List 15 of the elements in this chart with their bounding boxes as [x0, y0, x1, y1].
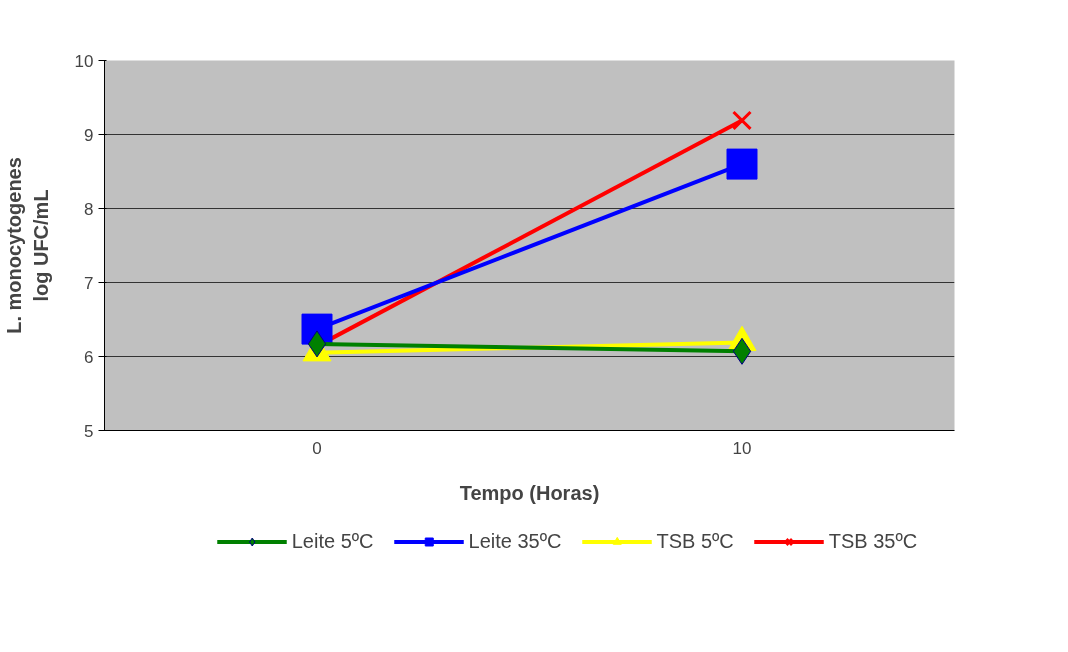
y-tick-label: 10 — [74, 51, 94, 71]
y-tick-label: 9 — [84, 125, 94, 145]
y-tick-label: 5 — [84, 421, 94, 441]
legend-label: TSB 35ºC — [828, 529, 918, 553]
legend-label: TSB 5ºC — [656, 529, 734, 553]
x-axis-title: Tempo (Horas) — [459, 481, 600, 504]
y-tick-label: 8 — [84, 199, 94, 219]
point — [726, 148, 758, 180]
point — [732, 110, 752, 131]
x-tick-label: 0 — [312, 438, 322, 458]
legend-label: Leite 35ºC — [468, 529, 562, 553]
y-tick-label: 7 — [84, 273, 94, 293]
legend-label: Leite 5ºC — [291, 529, 374, 553]
y-tick-label: 6 — [84, 347, 94, 367]
y-axis-title: L. monocytogenes log UFC/mL — [3, 157, 52, 334]
